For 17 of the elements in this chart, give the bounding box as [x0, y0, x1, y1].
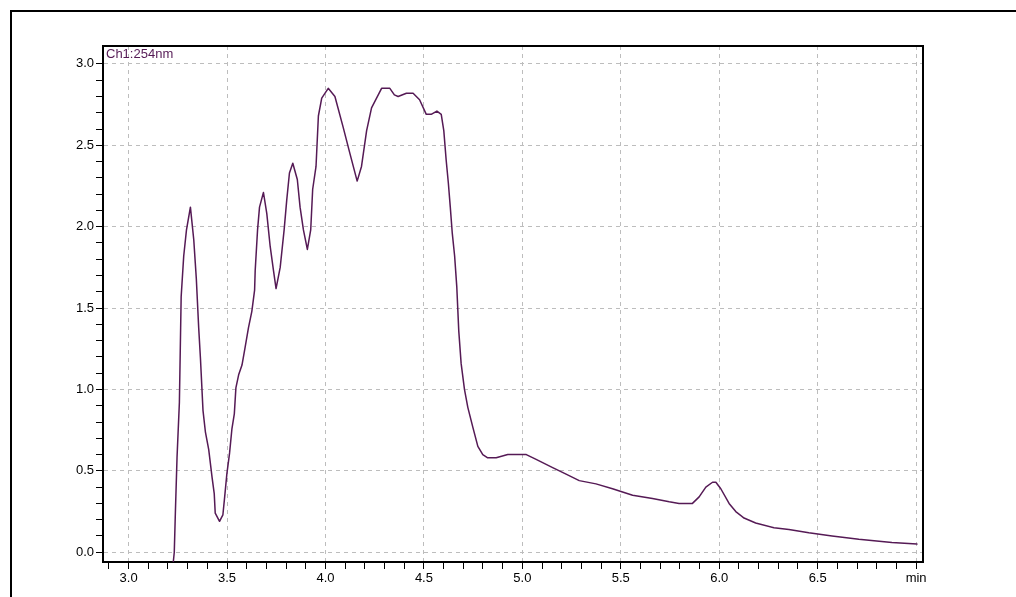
x-tick-label: 3.5 — [217, 570, 237, 586]
y-tick-label: 0.5 — [75, 462, 94, 478]
y-tick-label: 2.0 — [75, 218, 94, 234]
x-tick-label: 6.5 — [808, 570, 827, 586]
x-tick-label: 5.5 — [611, 570, 630, 586]
y-tick-label: 2.5 — [75, 136, 94, 152]
y-tick-label: 0.0 — [75, 543, 94, 559]
text: Ch1:254nm — [106, 46, 174, 62]
x-tick-label: min — [905, 570, 927, 586]
x-tick-label: 5.0 — [513, 570, 532, 586]
y-tick-label: 1.0 — [75, 381, 94, 397]
x-tick-label: 6.0 — [710, 570, 729, 586]
x-tick-label: 4.5 — [414, 570, 433, 586]
x-tick-label: 4.0 — [316, 570, 335, 586]
y-tick-label: 3.0 — [75, 55, 94, 71]
y-tick-label: 1.5 — [75, 299, 94, 315]
x-tick-label: 3.0 — [119, 570, 138, 586]
